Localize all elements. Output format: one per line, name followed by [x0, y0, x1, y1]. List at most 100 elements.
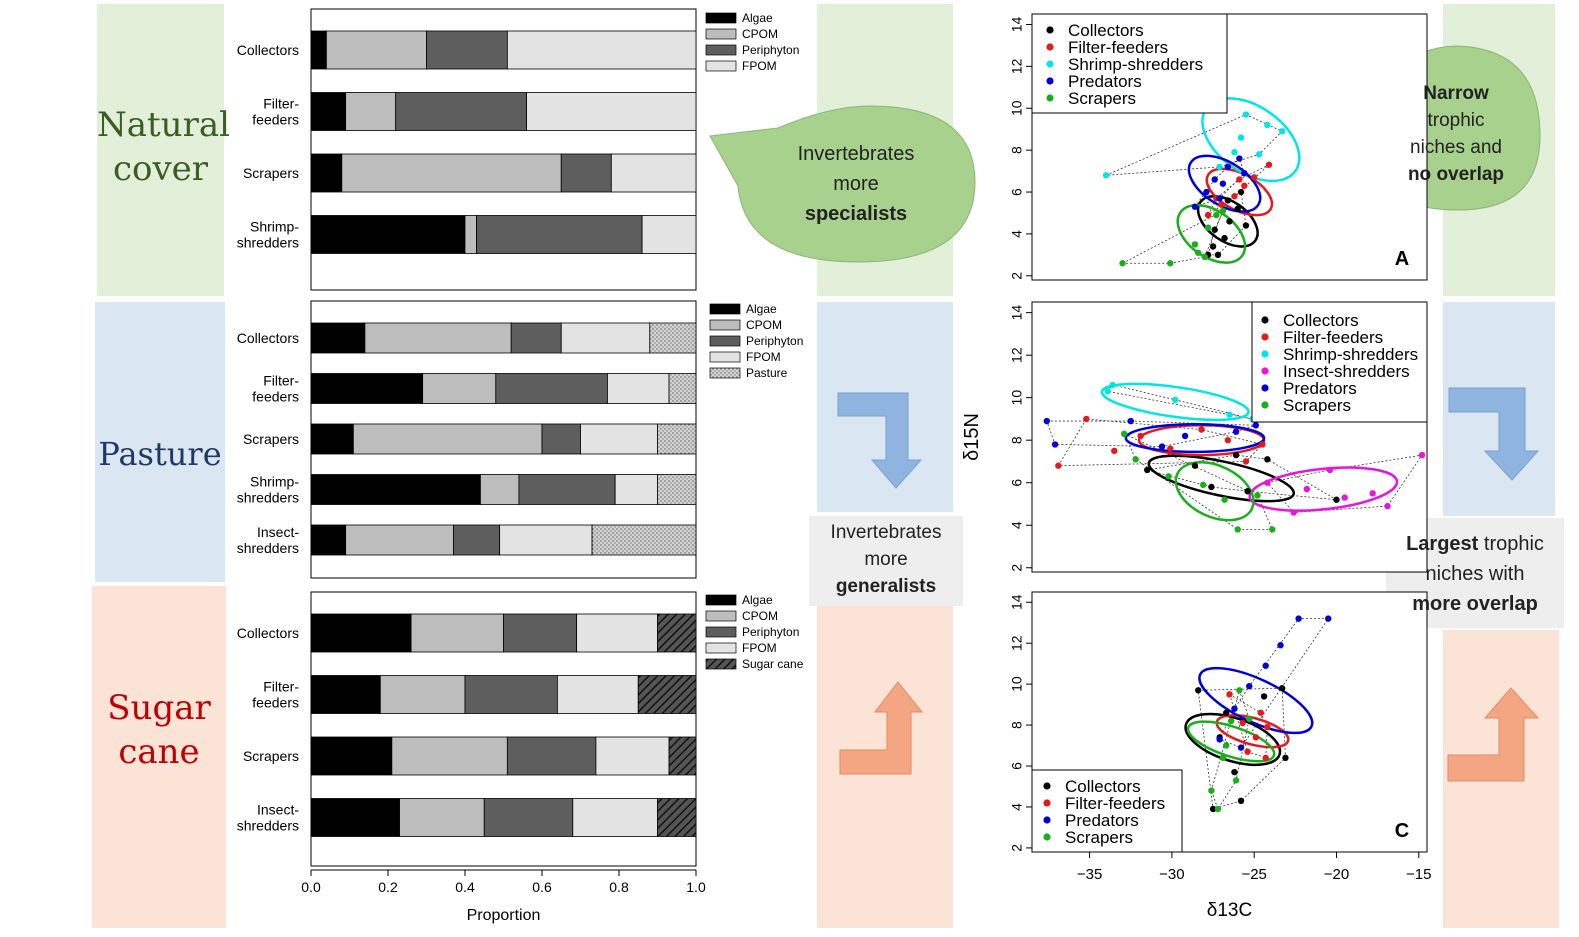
callout-line: more: [833, 173, 879, 195]
legend-label: Pasture: [746, 366, 788, 380]
largest-word: Largest: [1406, 533, 1479, 555]
data-point: [1214, 251, 1222, 259]
y-tick-label: 14: [1009, 305, 1025, 321]
bar-segment: [395, 92, 528, 131]
data-point: [1211, 176, 1218, 183]
y-tick-label: 6: [1009, 762, 1025, 770]
bar-segment: [510, 322, 562, 354]
bar-segment: [310, 798, 400, 837]
bar-segment: [657, 423, 697, 455]
bar-segment: [503, 613, 578, 653]
bar-segment: [506, 736, 597, 776]
data-point: [1232, 428, 1240, 435]
legend-label: CPOM: [742, 27, 778, 41]
legend-label: Filter-feeders: [1065, 794, 1165, 813]
data-point: [1198, 426, 1205, 433]
y-tick-label: 6: [1009, 479, 1025, 487]
data-point: [1237, 188, 1245, 196]
legend-swatch: [705, 44, 737, 56]
legend-label: FPOM: [746, 350, 781, 364]
data-point: [1239, 719, 1246, 727]
bar-segment: [310, 736, 393, 776]
data-point: [1216, 163, 1223, 171]
legend-marker: [1043, 799, 1051, 807]
callout-line: more: [864, 549, 908, 570]
x-tick-label: 0.6: [532, 879, 552, 895]
data-point: [1241, 169, 1248, 177]
data-point: [1167, 260, 1174, 267]
legend-marker: [1046, 26, 1054, 34]
legend-swatch: [705, 626, 737, 638]
scatter-panel: 2 4 6 8 10 12 14 −35 −30 −25 −20 −15 δ13C CollectorsF…: [1009, 591, 1431, 921]
data-point: [1326, 466, 1334, 474]
legend-marker: [1261, 350, 1269, 358]
x-tick-label: 0.0: [301, 879, 321, 895]
data-point: [1237, 797, 1245, 805]
bar-segment: [310, 675, 381, 714]
data-point: [1237, 744, 1245, 751]
bar-segment: [483, 798, 574, 837]
sugar-cane-label-line: Sugar: [107, 688, 211, 728]
data-point: [1224, 163, 1232, 171]
sugar-cane-label: Sugar cane: [92, 686, 226, 774]
data-point: [1051, 441, 1059, 448]
data-point: [1208, 483, 1215, 491]
callout-line: Largest trophic: [1386, 529, 1564, 559]
y-tick-label: 14: [1009, 16, 1025, 32]
data-point: [1244, 488, 1251, 495]
bar-segment: [637, 675, 697, 714]
legend-label: Collectors: [1283, 311, 1359, 330]
bar-segment: [422, 373, 497, 404]
bar-segment: [364, 322, 512, 354]
data-point: [1246, 682, 1253, 690]
data-point: [1224, 197, 1232, 204]
x-tick-label: −30: [1159, 866, 1184, 883]
bar-segment: [464, 215, 477, 254]
category-label: Collectors: [237, 330, 299, 346]
bar-segment: [576, 613, 658, 653]
legend-swatch: [705, 610, 737, 622]
data-point: [1226, 411, 1233, 418]
largest-niches-text: Largest trophic niches with more overlap: [1386, 529, 1564, 619]
legend-label: Sugar cane: [742, 657, 804, 671]
data-point: [1191, 203, 1199, 210]
narrow-niches-text: Narrow trophic niches and no overlap: [1386, 80, 1526, 188]
category-label: shredders: [237, 235, 299, 251]
data-point: [1333, 496, 1340, 503]
pasture-band-left: [95, 302, 225, 582]
panel-label: A: [1395, 248, 1409, 270]
data-point: [1236, 687, 1243, 694]
natural-cover-band-left: [97, 4, 224, 296]
bar-segment: [310, 524, 347, 556]
convex-hull: [1123, 432, 1273, 530]
scatter-panel: 2 4 6 8 10 12 14 δ15N CollectorsFilter-feedersSh…: [961, 301, 1428, 573]
legend-frame: [1031, 13, 1228, 114]
natural-cover-label-line: Natural: [97, 105, 230, 145]
bar-panel: Collectors Filter-feeders Scrapers Shrimp-s…: [237, 8, 799, 291]
legend-swatch: [709, 335, 741, 347]
legend-label: Algae: [742, 593, 773, 607]
legend-swatch: [709, 303, 741, 315]
callout-line: niches and: [1410, 137, 1502, 158]
legend-label: Predators: [1065, 811, 1139, 830]
category-label: feeders: [252, 695, 299, 711]
bar-segment: [479, 474, 520, 505]
niche-ellipse: [1174, 461, 1255, 522]
bar-segment: [399, 798, 485, 837]
legend-label: Shrimp-shredders: [1283, 345, 1418, 364]
data-point: [1264, 479, 1271, 486]
bar-segment: [310, 613, 412, 653]
data-point: [1244, 748, 1251, 755]
bar-segment: [595, 736, 670, 776]
category-label: Insect-: [257, 802, 299, 818]
legend-label: Collectors: [1068, 21, 1144, 40]
y-tick-label: 8: [1009, 721, 1025, 729]
legend-label: Algae: [742, 11, 773, 25]
data-point: [1195, 687, 1202, 694]
bar-segment: [310, 423, 354, 455]
data-point: [1303, 485, 1311, 493]
y-tick-label: 4: [1009, 521, 1025, 529]
down-arrow-icon: [837, 392, 923, 489]
y-tick-label: 10: [1009, 100, 1025, 116]
bar-segment: [453, 524, 501, 556]
